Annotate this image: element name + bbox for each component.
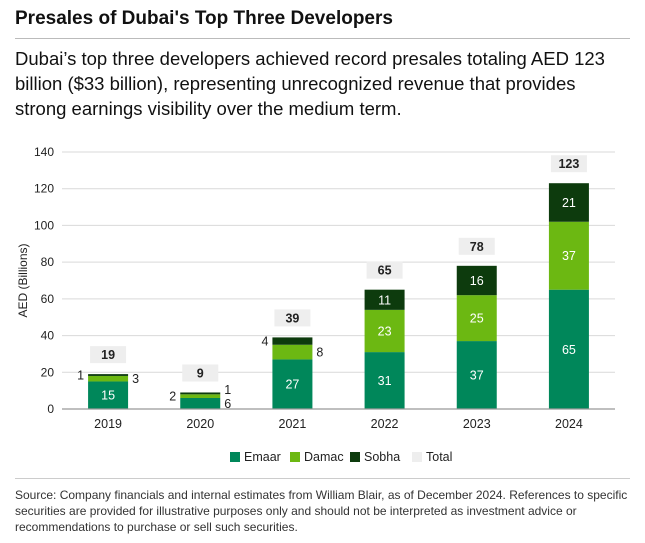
total-label-box bbox=[182, 364, 219, 382]
x-tick-label: 2021 bbox=[279, 417, 307, 431]
bar-sobha bbox=[364, 289, 405, 310]
legend-swatch-emaar bbox=[230, 452, 240, 462]
y-tick-label: 60 bbox=[41, 292, 55, 306]
legend-swatch-total bbox=[412, 452, 422, 462]
bar-sobha bbox=[88, 374, 129, 376]
x-tick-label: 2023 bbox=[463, 417, 491, 431]
total-label-box bbox=[274, 309, 311, 327]
data-label-damac: 8 bbox=[316, 346, 323, 360]
data-label-sobha: 16 bbox=[470, 274, 484, 288]
legend-swatch-sobha bbox=[350, 452, 360, 462]
bar-damac bbox=[456, 295, 497, 342]
y-axis-label: AED (Billions) bbox=[16, 243, 30, 317]
data-label-sobha: 1 bbox=[77, 369, 84, 383]
bar-emaar bbox=[548, 289, 589, 409]
bar-emaar bbox=[456, 341, 497, 409]
total-label-box bbox=[366, 261, 403, 279]
total-label: 123 bbox=[558, 157, 579, 171]
bar-damac bbox=[548, 221, 589, 290]
y-tick-label: 80 bbox=[41, 255, 55, 269]
bar-damac bbox=[180, 394, 221, 398]
source-note: Source: Company financials and internal … bbox=[15, 488, 628, 534]
legend-label-sobha: Sobha bbox=[364, 450, 400, 464]
data-label-damac: 37 bbox=[562, 249, 576, 263]
legend-label-emaar: Emaar bbox=[244, 450, 281, 464]
y-tick-label: 20 bbox=[41, 365, 55, 379]
chart-subtitle: Dubai’s top three developers achieved re… bbox=[15, 48, 605, 119]
legend-label-total: Total bbox=[426, 450, 452, 464]
bar-emaar bbox=[272, 359, 313, 409]
total-label: 78 bbox=[470, 240, 484, 254]
bar-emaar bbox=[88, 381, 129, 409]
y-tick-label: 40 bbox=[41, 329, 55, 343]
data-label-emaar: 6 bbox=[224, 397, 231, 411]
data-label-emaar: 15 bbox=[101, 389, 115, 403]
bar-damac bbox=[364, 309, 405, 353]
data-label-damac: 2 bbox=[169, 390, 176, 404]
bar-sobha bbox=[272, 337, 313, 345]
data-label-damac: 3 bbox=[132, 372, 139, 386]
total-label: 9 bbox=[197, 366, 204, 380]
y-tick-label: 0 bbox=[47, 402, 54, 416]
divider bbox=[15, 478, 630, 479]
data-label-emaar: 37 bbox=[470, 369, 484, 383]
data-label-sobha: 1 bbox=[224, 383, 231, 397]
total-label-box bbox=[458, 237, 495, 255]
data-label-damac: 23 bbox=[378, 324, 392, 338]
y-tick-label: 140 bbox=[34, 145, 54, 159]
total-label: 39 bbox=[285, 311, 299, 325]
x-tick-label: 2020 bbox=[186, 417, 214, 431]
data-label-emaar: 27 bbox=[285, 378, 299, 392]
data-label-sobha: 11 bbox=[378, 293, 391, 307]
bar-damac bbox=[88, 375, 129, 382]
total-label: 65 bbox=[378, 264, 392, 278]
x-tick-label: 2024 bbox=[555, 417, 583, 431]
data-label-emaar: 31 bbox=[378, 374, 392, 388]
data-label-sobha: 21 bbox=[562, 196, 576, 210]
divider bbox=[15, 38, 630, 39]
total-label: 19 bbox=[101, 348, 115, 362]
bar-damac bbox=[272, 344, 313, 360]
bar-emaar bbox=[364, 352, 405, 409]
chart-title: Presales of Dubai's Top Three Developers bbox=[15, 8, 393, 29]
total-label-box bbox=[550, 155, 587, 173]
bar-sobha bbox=[548, 183, 589, 222]
data-label-sobha: 4 bbox=[261, 335, 268, 349]
data-label-emaar: 65 bbox=[562, 343, 576, 357]
y-tick-label: 120 bbox=[34, 182, 54, 196]
y-tick-label: 100 bbox=[34, 218, 54, 232]
bar-sobha bbox=[456, 265, 497, 296]
bar-emaar bbox=[180, 397, 221, 409]
total-label-box bbox=[90, 346, 127, 364]
x-tick-label: 2022 bbox=[371, 417, 399, 431]
x-tick-label: 2019 bbox=[94, 417, 122, 431]
bar-sobha bbox=[180, 392, 221, 395]
legend-label-damac: Damac bbox=[304, 450, 344, 464]
legend-swatch-damac bbox=[290, 452, 300, 462]
data-label-damac: 25 bbox=[470, 312, 484, 326]
